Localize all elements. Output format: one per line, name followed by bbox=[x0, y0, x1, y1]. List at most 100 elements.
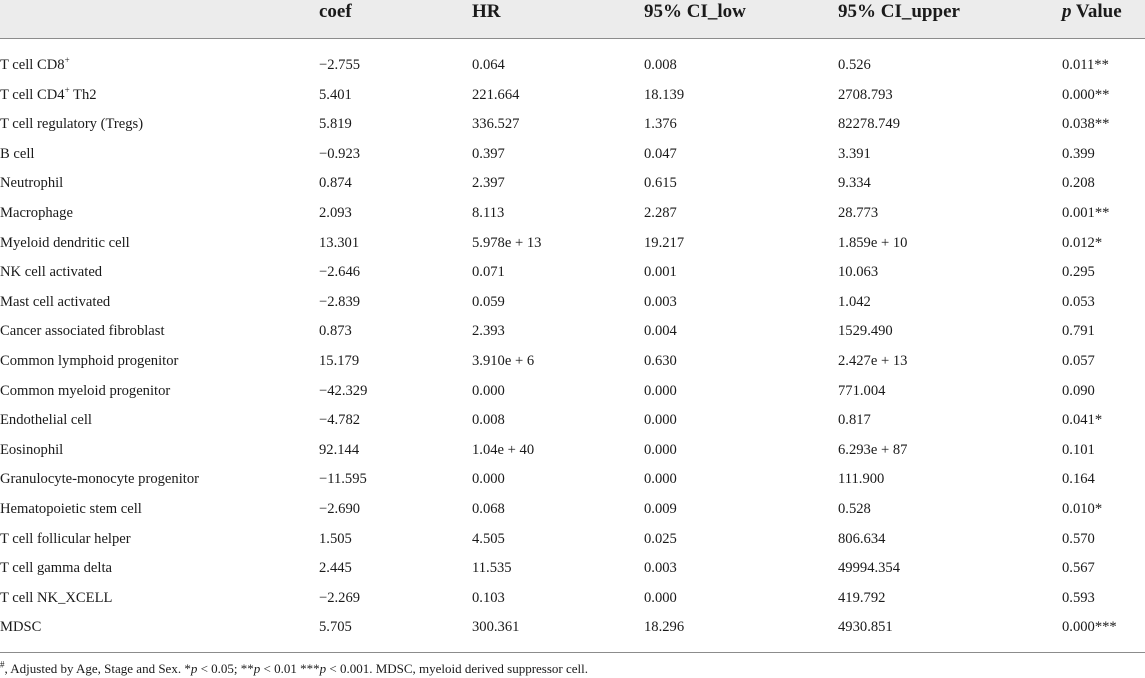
table-header: coef HR 95% CI_low 95% CI_upper p Value bbox=[0, 0, 1145, 38]
footnote-text-1: , Adjusted by Age, Stage and Sex. * bbox=[4, 661, 191, 676]
header-p-rest: Value bbox=[1071, 1, 1122, 22]
cell-coef: 2.093 bbox=[319, 205, 352, 221]
cell-ci-low: 0.000 bbox=[644, 441, 677, 458]
table-row: MDSC 5.705 300.361 18.296 4930.851 0.000*** bbox=[0, 611, 1145, 641]
table-row: T cell follicular helper 1.505 4.505 0.025 8… bbox=[0, 523, 1145, 553]
cell-name-text: Neutrophil bbox=[0, 175, 64, 192]
cell-hr: 0.008 bbox=[472, 412, 505, 429]
cell-ci-upper: 771.004 bbox=[838, 382, 886, 399]
cell-p-value: 0.399 bbox=[1062, 145, 1095, 162]
cell-hr: 221.664 bbox=[472, 86, 520, 103]
cell-coef: 2.445 bbox=[319, 560, 352, 577]
footnote-p-1: p bbox=[190, 661, 198, 676]
cell-hr: 1.04e + 40 bbox=[472, 441, 535, 458]
cell-name: T cell CD8+ bbox=[0, 55, 70, 75]
header-ci-upper: 95% CI_upper bbox=[838, 1, 960, 22]
cell-ci-low: 0.000 bbox=[644, 589, 677, 606]
cell-ci-low: 2.287 bbox=[644, 205, 677, 221]
cell-ci-upper: 0.817 bbox=[838, 412, 871, 429]
header-coef: coef bbox=[319, 1, 352, 22]
cell-name: T cell regulatory (Tregs) bbox=[0, 114, 143, 134]
cell-p-value: 0.057 bbox=[1062, 353, 1095, 369]
table-row: Eosinophil 92.144 1.04e + 40 0.000 6.293e + … bbox=[0, 434, 1145, 464]
footnote-mark: # bbox=[0, 659, 5, 670]
cell-name: T cell follicular helper bbox=[0, 529, 131, 549]
cell-coef: 0.873 bbox=[319, 323, 352, 340]
cell-coef: −2.690 bbox=[319, 501, 361, 517]
cell-name-sup: + bbox=[64, 84, 70, 95]
cell-name: Mast cell activated bbox=[0, 292, 110, 312]
cell-ci-low: 0.000 bbox=[644, 382, 677, 399]
cell-ci-low: 0.000 bbox=[644, 471, 677, 488]
cell-coef: −11.595 bbox=[319, 471, 367, 488]
header-rule bbox=[0, 38, 1145, 39]
cell-p-value: 0.011** bbox=[1062, 57, 1109, 73]
table-footnote: #, Adjusted by Age, Stage and Sex. *p < … bbox=[0, 660, 588, 678]
cell-p-value: 0.593 bbox=[1062, 589, 1095, 606]
cell-name: T cell gamma delta bbox=[0, 558, 112, 578]
cell-name-text: T cell CD8 bbox=[0, 57, 65, 73]
cell-coef: 1.505 bbox=[319, 530, 352, 547]
cell-name: Neutrophil bbox=[0, 173, 63, 193]
cell-ci-low: 19.217 bbox=[644, 234, 685, 251]
cell-hr: 5.978e + 13 bbox=[472, 234, 542, 251]
cell-hr: 0.000 bbox=[472, 382, 505, 399]
cell-name-text: T cell regulatory (Tregs) bbox=[0, 116, 144, 133]
cell-coef: 15.179 bbox=[319, 353, 360, 369]
cell-coef: 5.819 bbox=[319, 116, 352, 133]
cell-ci-upper: 0.526 bbox=[838, 57, 871, 73]
cell-ci-low: 0.008 bbox=[644, 57, 677, 73]
cell-p-value: 0.000*** bbox=[1062, 619, 1117, 636]
cell-coef: −4.782 bbox=[319, 412, 361, 429]
cell-name: Hematopoietic stem cell bbox=[0, 499, 142, 519]
cell-coef: −42.329 bbox=[319, 382, 368, 399]
cell-hr: 2.397 bbox=[472, 175, 505, 192]
cell-name-text: Common myeloid progenitor bbox=[0, 382, 171, 399]
cell-hr: 0.064 bbox=[472, 57, 505, 73]
cell-name-text: Myeloid dendritic cell bbox=[0, 234, 130, 251]
cell-hr: 0.103 bbox=[472, 589, 505, 606]
cell-ci-upper: 28.773 bbox=[838, 205, 879, 221]
cell-coef: 13.301 bbox=[319, 234, 360, 251]
cell-p-value: 0.567 bbox=[1062, 560, 1095, 577]
cell-ci-upper: 806.634 bbox=[838, 530, 886, 547]
cell-ci-low: 0.009 bbox=[644, 501, 677, 517]
cell-coef: 92.144 bbox=[319, 441, 360, 458]
cell-coef: −2.755 bbox=[319, 57, 361, 73]
cell-hr: 8.113 bbox=[472, 205, 505, 221]
cell-name-text: Hematopoietic stem cell bbox=[0, 501, 142, 517]
cell-p-value: 0.001** bbox=[1062, 205, 1110, 221]
cell-ci-low: 0.000 bbox=[644, 412, 677, 429]
cell-ci-low: 18.139 bbox=[644, 86, 685, 103]
cell-name: T cell NK_XCELL bbox=[0, 588, 112, 608]
cell-coef: −2.269 bbox=[319, 589, 361, 606]
cell-ci-low: 0.025 bbox=[644, 530, 677, 547]
table-row: Endothelial cell −4.782 0.008 0.000 0.817 0.0… bbox=[0, 404, 1145, 434]
table-row: T cell NK_XCELL −2.269 0.103 0.000 419.792 0.… bbox=[0, 582, 1145, 612]
cell-p-value: 0.164 bbox=[1062, 471, 1095, 488]
cell-p-value: 0.090 bbox=[1062, 382, 1095, 399]
cell-coef: −0.923 bbox=[319, 145, 361, 162]
cell-ci-upper: 4930.851 bbox=[838, 619, 893, 636]
cell-ci-upper: 82278.749 bbox=[838, 116, 901, 133]
footnote-text-4: < 0.001. MDSC, myeloid derived suppresso… bbox=[326, 661, 589, 676]
footnote-p-2: p bbox=[253, 661, 261, 676]
cell-name-text: Endothelial cell bbox=[0, 412, 92, 429]
cell-p-value: 0.208 bbox=[1062, 175, 1095, 192]
cell-ci-upper: 6.293e + 87 bbox=[838, 441, 908, 458]
cell-ci-low: 0.630 bbox=[644, 353, 677, 369]
cell-ci-upper: 9.334 bbox=[838, 175, 871, 192]
cell-name-text: T cell gamma delta bbox=[0, 560, 112, 577]
cell-p-value: 0.041* bbox=[1062, 412, 1103, 429]
table-row: Mast cell activated −2.839 0.059 0.003 1.042… bbox=[0, 286, 1145, 316]
header-ci-low: 95% CI_low bbox=[644, 1, 746, 22]
cell-ci-low: 0.615 bbox=[644, 175, 677, 192]
cell-name-text: T cell CD4 bbox=[0, 86, 65, 103]
header-p-italic: p bbox=[1062, 1, 1072, 22]
cell-coef: 0.874 bbox=[319, 175, 352, 192]
cell-ci-upper: 49994.354 bbox=[838, 560, 901, 577]
cell-name-suffix: Th2 bbox=[69, 86, 97, 103]
cell-p-value: 0.038** bbox=[1062, 116, 1110, 133]
cell-coef: −2.839 bbox=[319, 293, 361, 310]
table-row: Hematopoietic stem cell −2.690 0.068 0.009 0… bbox=[0, 493, 1145, 523]
